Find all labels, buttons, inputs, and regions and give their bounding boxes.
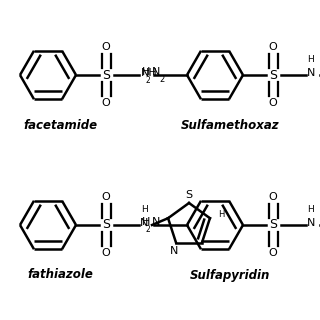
Text: O: O [268, 248, 277, 258]
Text: S: S [269, 68, 277, 82]
Text: N: N [307, 218, 315, 228]
Text: 2: 2 [145, 226, 150, 235]
Text: H: H [140, 204, 148, 213]
Text: O: O [268, 42, 277, 52]
Text: N: N [152, 217, 160, 227]
Text: N: N [140, 218, 148, 228]
Text: S: S [102, 68, 110, 82]
Text: N: N [152, 67, 160, 77]
Text: H: H [308, 204, 314, 213]
Text: H: H [142, 217, 150, 227]
Text: NH: NH [141, 68, 158, 78]
Text: O: O [102, 42, 110, 52]
Text: Sulfamethoxaz: Sulfamethoxaz [181, 118, 279, 132]
Text: O: O [102, 248, 110, 258]
Text: 2: 2 [159, 75, 164, 84]
Text: S: S [102, 219, 110, 231]
Text: Sulfapyridin: Sulfapyridin [190, 268, 270, 282]
Text: S: S [185, 190, 193, 200]
Text: O: O [268, 192, 277, 202]
Text: O: O [102, 98, 110, 108]
Text: O: O [102, 192, 110, 202]
Text: H: H [218, 210, 224, 219]
Text: H: H [308, 54, 314, 63]
Text: S: S [269, 219, 277, 231]
Text: N: N [170, 246, 178, 256]
Text: H: H [142, 67, 150, 77]
Text: facetamide: facetamide [23, 118, 97, 132]
Text: O: O [268, 98, 277, 108]
Text: fathiazole: fathiazole [27, 268, 93, 282]
Text: 2: 2 [145, 76, 150, 84]
Text: N: N [307, 68, 315, 78]
